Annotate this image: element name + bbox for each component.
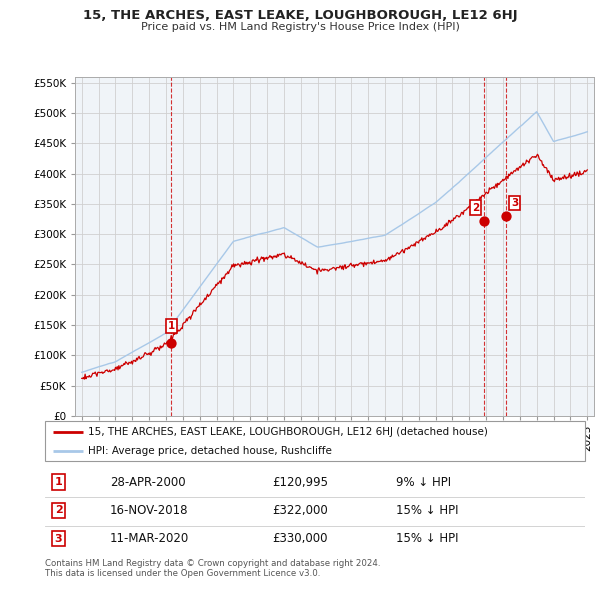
Text: 3: 3 — [511, 198, 518, 208]
Text: £330,000: £330,000 — [272, 532, 328, 545]
Text: 15, THE ARCHES, EAST LEAKE, LOUGHBOROUGH, LE12 6HJ: 15, THE ARCHES, EAST LEAKE, LOUGHBOROUGH… — [83, 9, 517, 22]
Text: 15% ↓ HPI: 15% ↓ HPI — [396, 504, 458, 517]
Text: 15% ↓ HPI: 15% ↓ HPI — [396, 532, 458, 545]
Point — [167, 338, 176, 348]
FancyBboxPatch shape — [45, 421, 585, 461]
Text: £120,995: £120,995 — [272, 476, 328, 489]
Text: 1: 1 — [55, 477, 62, 487]
Text: Price paid vs. HM Land Registry's House Price Index (HPI): Price paid vs. HM Land Registry's House … — [140, 22, 460, 32]
Text: 28-APR-2000: 28-APR-2000 — [110, 476, 185, 489]
Text: 9% ↓ HPI: 9% ↓ HPI — [396, 476, 451, 489]
Text: 15, THE ARCHES, EAST LEAKE, LOUGHBOROUGH, LE12 6HJ (detached house): 15, THE ARCHES, EAST LEAKE, LOUGHBOROUGH… — [88, 428, 488, 438]
Text: 3: 3 — [55, 534, 62, 543]
Text: 2: 2 — [55, 506, 62, 515]
Text: Contains HM Land Registry data © Crown copyright and database right 2024.
This d: Contains HM Land Registry data © Crown c… — [45, 559, 380, 578]
Point — [479, 216, 489, 225]
Text: £322,000: £322,000 — [272, 504, 328, 517]
Text: 11-MAR-2020: 11-MAR-2020 — [110, 532, 189, 545]
Text: 1: 1 — [168, 321, 175, 330]
Text: 2: 2 — [472, 202, 479, 212]
Text: 16-NOV-2018: 16-NOV-2018 — [110, 504, 188, 517]
Text: HPI: Average price, detached house, Rushcliffe: HPI: Average price, detached house, Rush… — [88, 447, 332, 456]
Point — [502, 211, 511, 221]
